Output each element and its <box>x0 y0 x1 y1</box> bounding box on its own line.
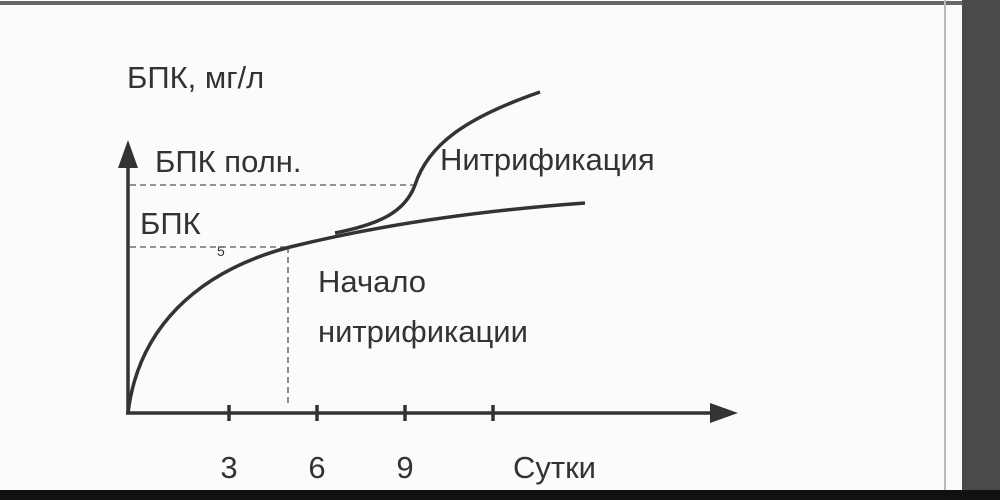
x-ticks <box>227 405 495 421</box>
y-axis-label: БПК, мг/л <box>127 60 264 95</box>
x-tick-label: 3 <box>220 450 237 485</box>
level-subscript: 5 <box>217 243 225 259</box>
y-arrow <box>118 140 138 168</box>
x-tick-label: 9 <box>396 450 413 485</box>
frame-bottom <box>0 490 1000 500</box>
nitrification-curve <box>334 90 541 235</box>
onset-label: нитрификации <box>318 314 528 349</box>
bod-curve <box>126 201 586 414</box>
x-arrow <box>710 403 738 423</box>
level-full: БПК полн. <box>155 144 301 179</box>
frame-right <box>962 0 1000 500</box>
nitrification-label: Нитрификация <box>440 142 655 177</box>
level-bod: БПК <box>140 206 201 241</box>
onset-label: Начало <box>318 264 426 299</box>
x-tick-label: 6 <box>308 450 325 485</box>
x-axis-label: Сутки <box>513 450 596 485</box>
